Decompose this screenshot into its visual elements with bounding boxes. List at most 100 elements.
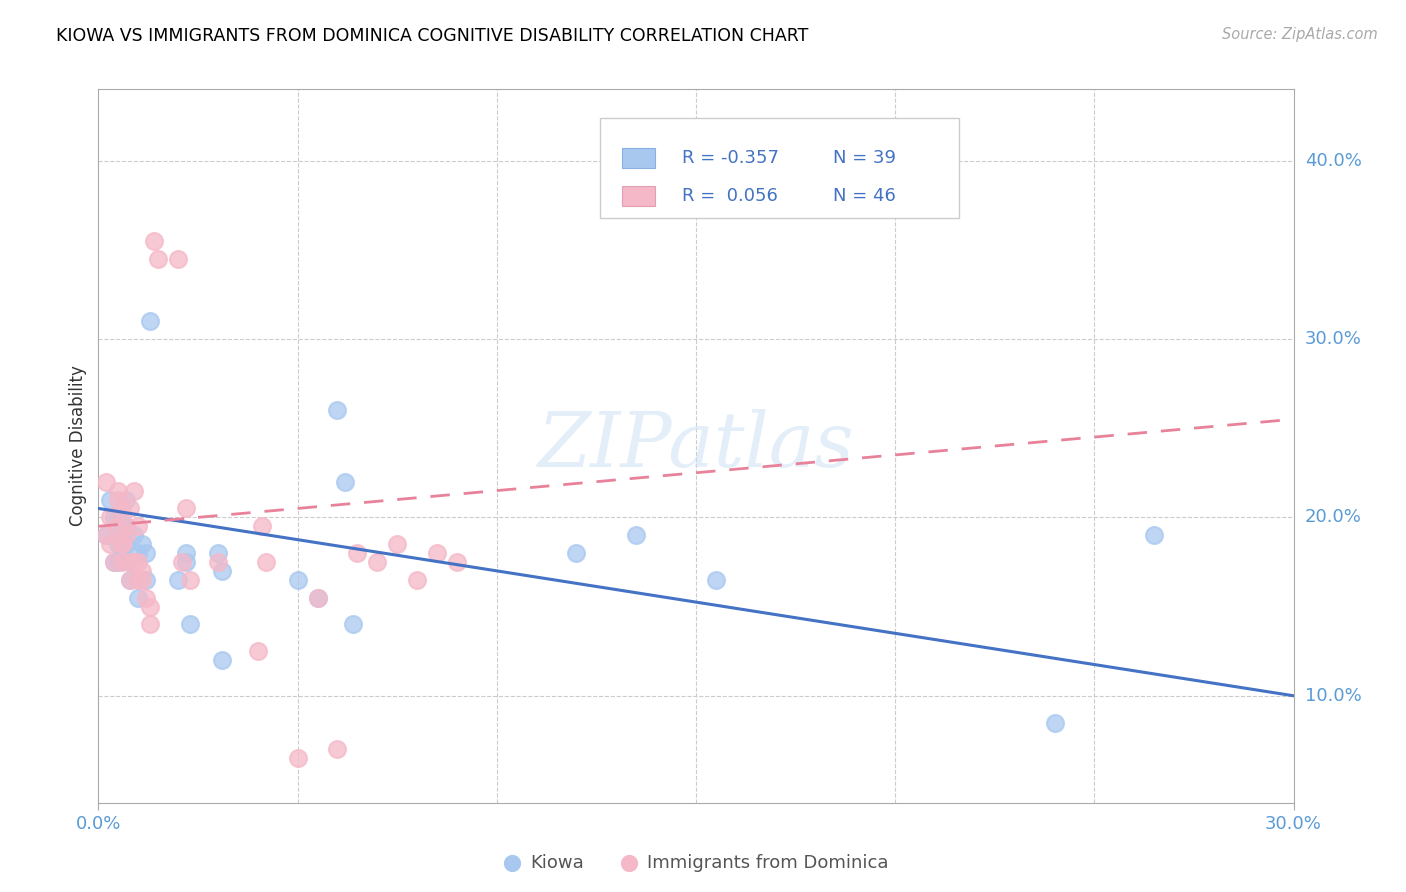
Point bbox=[1043, 715, 1066, 730]
Point bbox=[107, 519, 129, 533]
Point bbox=[107, 510, 129, 524]
FancyBboxPatch shape bbox=[600, 118, 959, 218]
Point bbox=[179, 573, 201, 587]
Text: R = -0.357: R = -0.357 bbox=[682, 149, 779, 167]
Text: N = 46: N = 46 bbox=[834, 186, 896, 204]
Point bbox=[107, 483, 129, 498]
Point bbox=[96, 528, 118, 542]
Legend: Kiowa, Immigrants from Dominica: Kiowa, Immigrants from Dominica bbox=[496, 847, 896, 880]
Point bbox=[139, 599, 162, 614]
Point bbox=[115, 492, 138, 507]
Point bbox=[211, 564, 233, 578]
Point bbox=[131, 537, 153, 551]
Text: 30.0%: 30.0% bbox=[1305, 330, 1361, 348]
Point bbox=[167, 252, 190, 266]
Point bbox=[103, 510, 125, 524]
Point bbox=[135, 546, 157, 560]
Point bbox=[1143, 528, 1166, 542]
Point bbox=[103, 555, 125, 569]
Point bbox=[115, 519, 138, 533]
Point bbox=[131, 564, 153, 578]
Point bbox=[98, 537, 122, 551]
Point bbox=[120, 555, 142, 569]
Point bbox=[143, 234, 166, 248]
Point bbox=[174, 546, 197, 560]
Point bbox=[111, 519, 134, 533]
Point bbox=[127, 573, 149, 587]
Point bbox=[246, 644, 269, 658]
Point bbox=[135, 573, 157, 587]
Point bbox=[103, 555, 125, 569]
Point bbox=[120, 573, 142, 587]
Point bbox=[120, 555, 142, 569]
Point bbox=[342, 617, 364, 632]
Point bbox=[250, 519, 273, 533]
Point bbox=[207, 546, 229, 560]
Point bbox=[120, 555, 142, 569]
Point bbox=[406, 573, 429, 587]
Point bbox=[167, 573, 190, 587]
Point bbox=[148, 252, 170, 266]
Point bbox=[172, 555, 194, 569]
Point bbox=[107, 537, 129, 551]
Point bbox=[124, 483, 146, 498]
Point bbox=[127, 555, 149, 569]
Point bbox=[135, 591, 157, 605]
Point bbox=[335, 475, 357, 489]
Point bbox=[211, 653, 233, 667]
Point bbox=[127, 591, 149, 605]
Point bbox=[124, 528, 146, 542]
Point bbox=[124, 555, 146, 569]
Text: R =  0.056: R = 0.056 bbox=[682, 186, 778, 204]
Text: 20.0%: 20.0% bbox=[1305, 508, 1361, 526]
Point bbox=[98, 492, 122, 507]
Point bbox=[426, 546, 449, 560]
FancyBboxPatch shape bbox=[621, 148, 655, 168]
Text: Source: ZipAtlas.com: Source: ZipAtlas.com bbox=[1222, 27, 1378, 42]
Point bbox=[131, 573, 153, 587]
Text: KIOWA VS IMMIGRANTS FROM DOMINICA COGNITIVE DISABILITY CORRELATION CHART: KIOWA VS IMMIGRANTS FROM DOMINICA COGNIT… bbox=[56, 27, 808, 45]
Point bbox=[120, 501, 142, 516]
Point bbox=[115, 528, 138, 542]
Y-axis label: Cognitive Disability: Cognitive Disability bbox=[69, 366, 87, 526]
Point bbox=[111, 537, 134, 551]
Text: ZIPatlas: ZIPatlas bbox=[537, 409, 855, 483]
Point bbox=[704, 573, 727, 587]
Point bbox=[111, 555, 134, 569]
Point bbox=[287, 573, 309, 587]
Point bbox=[385, 537, 409, 551]
Point bbox=[98, 510, 122, 524]
Text: N = 39: N = 39 bbox=[834, 149, 897, 167]
Point bbox=[111, 546, 134, 560]
Point bbox=[565, 546, 588, 560]
Point bbox=[174, 555, 197, 569]
Text: 40.0%: 40.0% bbox=[1305, 152, 1361, 169]
Point bbox=[346, 546, 368, 560]
Point bbox=[111, 537, 134, 551]
FancyBboxPatch shape bbox=[621, 186, 655, 206]
Point bbox=[115, 537, 138, 551]
Point bbox=[326, 742, 349, 756]
Point bbox=[174, 501, 197, 516]
Text: 10.0%: 10.0% bbox=[1305, 687, 1361, 705]
Point bbox=[120, 573, 142, 587]
Point bbox=[115, 519, 138, 533]
Point bbox=[366, 555, 388, 569]
Point bbox=[139, 314, 162, 328]
Point bbox=[96, 475, 118, 489]
Point bbox=[127, 519, 149, 533]
Point bbox=[139, 617, 162, 632]
Point bbox=[127, 546, 149, 560]
Point bbox=[111, 501, 134, 516]
Point bbox=[254, 555, 277, 569]
Point bbox=[107, 492, 129, 507]
Point bbox=[326, 403, 349, 417]
Point bbox=[287, 751, 309, 765]
Point bbox=[96, 528, 118, 542]
Point bbox=[307, 591, 329, 605]
Point bbox=[179, 617, 201, 632]
Point bbox=[107, 555, 129, 569]
Point bbox=[446, 555, 468, 569]
Point bbox=[207, 555, 229, 569]
Point bbox=[307, 591, 329, 605]
